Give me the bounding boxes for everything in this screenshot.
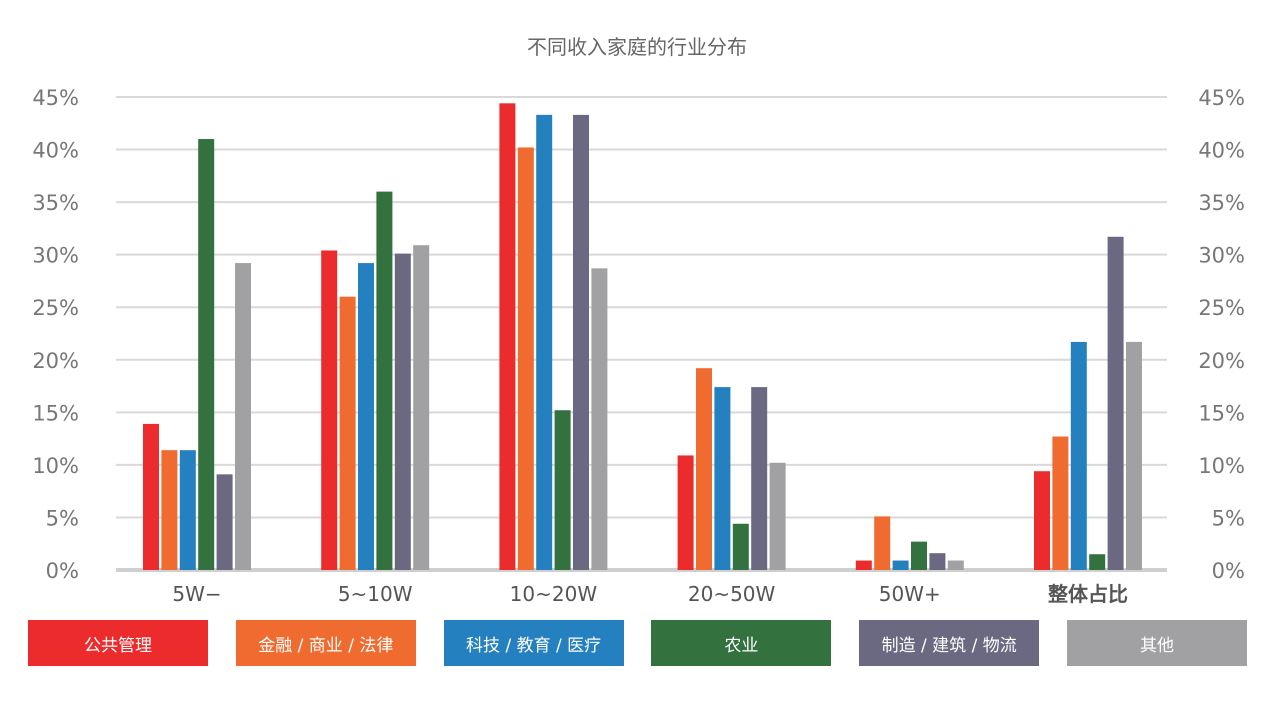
bar [339,296,356,570]
bar [536,114,553,570]
bar [911,541,927,570]
y-tick-label-left: 45% [32,86,79,110]
y-tick-label-left: 35% [32,191,79,215]
bar-chart: 不同收入家庭的行业分布 0% 5% 10% 15% 20% 25% 30% 35% 40% 45%… [32,35,1245,606]
x-tick-label: 整体占比 [1047,582,1128,606]
legend-item: 制造 / 建筑 / 物流 [859,620,1040,666]
bar [1052,436,1069,570]
y-tick-label-left: 40% [32,139,79,163]
y-tick-label-left: 30% [32,244,79,268]
bar [517,147,534,570]
bar [892,560,909,570]
y-axis-left: 0% 5% 10% 15% 20% 25% 30% 35% 40% 45% [32,86,79,583]
legend-item: 其他 [1067,620,1247,666]
y-axis-right: 0% 5% 10% 15% 20% 25% 30% 35% 40% 45% [1198,86,1245,583]
x-tick-label: 5W− [172,582,221,606]
bar [394,253,411,571]
bar [696,368,712,570]
bar [714,387,731,570]
y-tick-label-right: 35% [1198,191,1245,215]
bar [499,103,516,570]
bar [161,450,178,570]
y-tick-label-right: 10% [1198,454,1245,478]
bar [732,523,749,570]
bar [1107,236,1124,570]
bar [358,263,374,570]
y-tick-label-right: 40% [1198,139,1245,163]
bar [143,423,159,570]
bar [413,245,430,570]
bar [677,455,694,570]
y-tick-label-left: 5% [46,506,79,530]
legend: 公共管理 金融 / 商业 / 法律 科技 / 教育 / 医疗 农业 制造 / 建筑 / … [0,620,1273,668]
x-tick-label: 5~10W [338,582,413,606]
y-tick-label-right: 25% [1198,296,1245,320]
x-tick-label: 50W+ [879,582,941,606]
gridlines [116,96,1167,572]
bar [216,474,233,570]
bar [376,191,393,570]
bar [1070,341,1087,570]
y-tick-label-right: 5% [1212,506,1245,530]
y-tick-label-left: 0% [46,559,79,583]
bar [1126,341,1142,570]
bars [143,103,1142,571]
bar [554,410,571,570]
legend-item: 科技 / 教育 / 医疗 [443,620,624,666]
legend-item: 公共管理 [28,620,208,666]
bar [235,263,251,570]
bar [929,553,946,570]
chart-title: 不同收入家庭的行业分布 [527,35,747,59]
bar [1089,554,1106,570]
bar [1034,471,1050,570]
y-tick-label-right: 0% [1212,559,1245,583]
bar [591,268,608,570]
y-tick-label-right: 20% [1198,349,1245,373]
x-axis: 5W− 5~10W 10~20W 20~50W 50W+ 整体占比 [172,582,1128,606]
bar [751,387,768,570]
y-tick-label-right: 45% [1198,86,1245,110]
y-tick-label-left: 10% [32,454,79,478]
x-tick-label: 20~50W [688,582,776,606]
bar [947,560,964,570]
bar [179,450,196,570]
bar [198,139,215,571]
legend-item: 农业 [651,620,832,666]
bar [321,250,338,570]
y-tick-label-left: 15% [32,401,79,425]
bar [573,114,589,570]
y-tick-label-left: 20% [32,349,79,373]
y-tick-label-left: 25% [32,296,79,320]
bar [855,560,872,570]
x-tick-label: 10~20W [510,582,598,606]
bar [874,516,891,570]
y-tick-label-right: 30% [1198,244,1245,268]
bar [769,462,786,570]
y-tick-label-right: 15% [1198,401,1245,425]
legend-item: 金融 / 商业 / 法律 [235,620,416,666]
